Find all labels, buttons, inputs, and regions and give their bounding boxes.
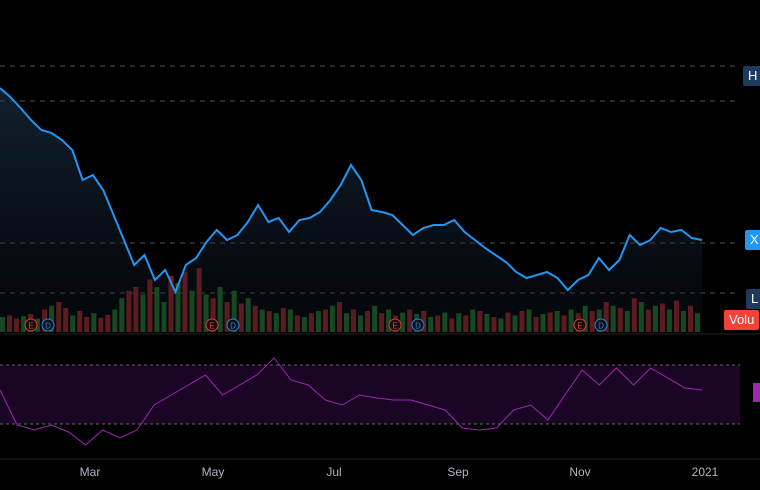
dividend-marker[interactable]: [226, 318, 240, 332]
earnings-marker[interactable]: [388, 318, 402, 332]
x-tick: 2021: [691, 465, 719, 479]
dividend-marker[interactable]: [41, 318, 55, 332]
x-tick: May: [201, 465, 225, 479]
marker-label: D: [598, 322, 604, 331]
x-tick: Mar: [79, 465, 101, 479]
marker-label: E: [209, 322, 214, 331]
x-tick: Nov: [569, 465, 591, 479]
marker-label: E: [392, 322, 397, 331]
x-tick: Sep: [447, 465, 469, 479]
price-area: [0, 88, 702, 332]
marker-label: D: [45, 322, 51, 331]
price-line: [0, 87, 703, 295]
rsi-tag: [753, 383, 760, 402]
current-price-tag: X: [745, 230, 760, 250]
earnings-marker[interactable]: [205, 318, 219, 332]
earnings-marker[interactable]: [24, 318, 38, 332]
volume-tag: Volu: [724, 310, 760, 330]
dividend-marker[interactable]: [411, 318, 425, 332]
marker-label: E: [577, 322, 582, 331]
marker-label: D: [415, 322, 421, 331]
marker-label: D: [230, 322, 236, 331]
rsi-band: [0, 365, 740, 424]
x-tick: Jul: [326, 465, 342, 479]
dividend-marker[interactable]: [594, 318, 608, 332]
marker-label: E: [28, 322, 33, 331]
high-tag: H: [743, 66, 760, 86]
rsi-line: [0, 357, 703, 446]
low-tag: L: [746, 289, 760, 309]
earnings-marker[interactable]: [573, 318, 587, 332]
